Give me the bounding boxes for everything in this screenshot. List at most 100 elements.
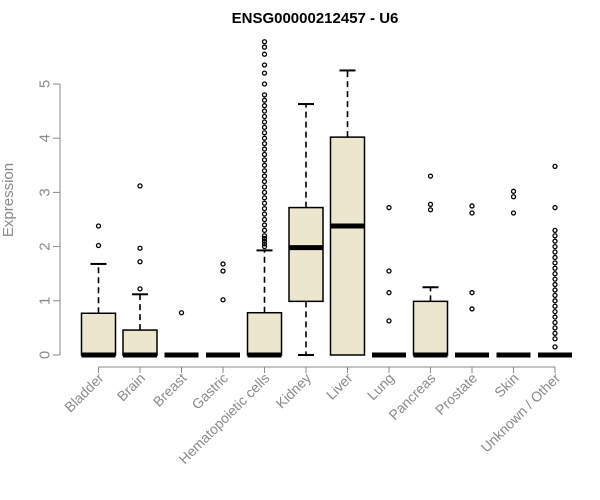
outlier-point [261, 184, 268, 190]
outlier-point [261, 238, 268, 244]
outlier-point [137, 259, 143, 265]
x-tick-label: Prostate [432, 370, 480, 418]
outlier-point [552, 303, 558, 309]
outlier-point [552, 233, 558, 239]
x-tick-label: Kidney [273, 370, 315, 412]
boxes [80, 39, 572, 358]
outlier-point [261, 135, 268, 141]
outlier-point [552, 271, 558, 277]
box-kidney [288, 103, 324, 356]
outlier-point [261, 168, 268, 174]
outlier-point [427, 173, 434, 179]
outlier-point [261, 103, 268, 109]
outlier-point [552, 314, 558, 320]
outlier-point [261, 235, 268, 242]
outlier-point [510, 194, 517, 200]
box-brain [122, 183, 158, 358]
outlier-point [552, 330, 558, 336]
box-pancreas [412, 173, 449, 358]
outlier-point [220, 261, 226, 267]
outlier-point [552, 243, 558, 250]
outlier-point [261, 178, 268, 185]
outlier-point [552, 254, 558, 261]
outlier-point [261, 97, 268, 103]
outlier-point [552, 238, 558, 244]
outlier-point [552, 287, 558, 293]
outlier-point [137, 183, 143, 189]
box-hematopoietic-cells [246, 39, 283, 358]
x-tick-label: Liver [323, 370, 356, 403]
outlier-point [552, 204, 558, 211]
outlier-point [261, 211, 268, 217]
outlier-point [261, 124, 268, 131]
outlier-point [220, 297, 226, 303]
outlier-point [95, 242, 102, 249]
outlier-point [552, 319, 558, 326]
outlier-point [552, 163, 558, 170]
outlier-point [261, 162, 268, 168]
outlier-point [261, 81, 268, 87]
outlier-point [261, 140, 268, 147]
outlier-point [552, 227, 558, 233]
outlier-point [427, 207, 434, 213]
outlier-point [469, 290, 475, 296]
y-tick-label: 1 [37, 297, 54, 305]
box-rect [122, 329, 158, 356]
outlier-point [261, 130, 268, 136]
outlier-point [552, 308, 558, 315]
box-unknown-other [538, 163, 572, 358]
outlier-point [552, 344, 558, 350]
outlier-point [261, 227, 268, 233]
box-skin [496, 188, 531, 358]
outlier-point [261, 216, 268, 223]
box-liver [329, 69, 366, 356]
box-bladder [80, 223, 117, 358]
box-gastric [206, 261, 240, 358]
outlier-point [261, 243, 268, 250]
box-prostate [455, 203, 489, 358]
x-tick-label: Bladder [61, 370, 107, 416]
outlier-point [552, 325, 558, 331]
outlier-point [552, 249, 558, 255]
outlier-point [552, 276, 558, 282]
box-rect [329, 136, 366, 356]
outlier-point [510, 210, 517, 216]
chart-title: ENSG00000212457 - U6 [232, 10, 399, 27]
outlier-point [552, 298, 558, 304]
x-tick-label: Skin [491, 370, 522, 401]
outlier-point [552, 281, 558, 288]
outlier-point [261, 146, 268, 152]
axes: 0 1 2 3 4 5 [37, 80, 556, 373]
x-tick-label: Unknown / Other [478, 370, 564, 456]
outlier-point [261, 195, 268, 201]
outlier-point [552, 292, 558, 299]
y-axis-label: Expression [0, 163, 17, 237]
outlier-point [95, 223, 102, 229]
outlier-point [261, 241, 268, 247]
outlier-point [261, 206, 268, 212]
outlier-point [427, 201, 434, 207]
outlier-point [261, 39, 268, 45]
outlier-point [261, 233, 268, 239]
x-tick-label: Brain [114, 370, 148, 404]
y-tick-label: 5 [37, 80, 54, 88]
outlier-point [261, 113, 268, 120]
outlier-point [469, 306, 475, 312]
y-tick-label: 3 [37, 188, 54, 196]
x-tick-label: Lung [364, 370, 397, 403]
outlier-point [261, 44, 268, 50]
outlier-point [137, 286, 143, 292]
outlier-point [510, 188, 517, 194]
outlier-point [261, 222, 268, 228]
outlier-point [552, 260, 558, 266]
y-tick-label: 4 [37, 134, 54, 142]
box-breast [164, 310, 199, 358]
outlier-point [261, 51, 268, 57]
outlier-point [386, 290, 392, 296]
outlier-point [220, 268, 226, 274]
x-tick-label: Breast [150, 370, 190, 410]
box-rect [288, 206, 324, 303]
box-lung [372, 204, 406, 358]
